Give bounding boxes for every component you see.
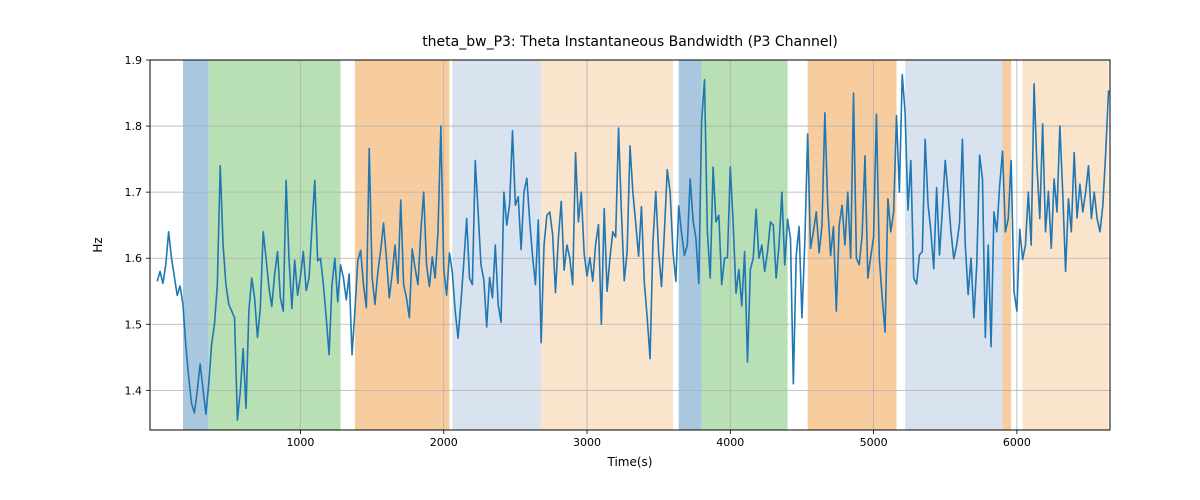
xtick-label: 1000 (286, 436, 314, 449)
xtick-label: 6000 (1003, 436, 1031, 449)
ytick-label: 1.5 (125, 318, 143, 331)
ytick-label: 1.4 (125, 384, 143, 397)
xtick-label: 4000 (716, 436, 744, 449)
xtick-label: 2000 (430, 436, 458, 449)
shade-band (183, 60, 209, 430)
x-axis-label: Time(s) (607, 455, 653, 469)
ytick-label: 1.9 (125, 54, 143, 67)
xtick-label: 5000 (860, 436, 888, 449)
ytick-label: 1.6 (125, 252, 143, 265)
shade-band (1003, 60, 1012, 430)
shade-band (209, 60, 341, 430)
y-axis-label: Hz (91, 237, 105, 252)
chart-title: theta_bw_P3: Theta Instantaneous Bandwid… (422, 34, 838, 50)
plot-area: 1000 2000 3000 4000 5000 6000 1.4 1.5 1.6 1.7 1.8 1… (125, 54, 1111, 449)
shade-band (808, 60, 897, 430)
shade-band (679, 60, 702, 430)
xtick-label: 3000 (573, 436, 601, 449)
timeseries-chart: 1000 2000 3000 4000 5000 6000 1.4 1.5 1.6 1.7 1.8 1… (0, 0, 1200, 500)
ytick-label: 1.7 (125, 186, 143, 199)
ytick-label: 1.8 (125, 120, 143, 133)
shade-band (558, 60, 673, 430)
